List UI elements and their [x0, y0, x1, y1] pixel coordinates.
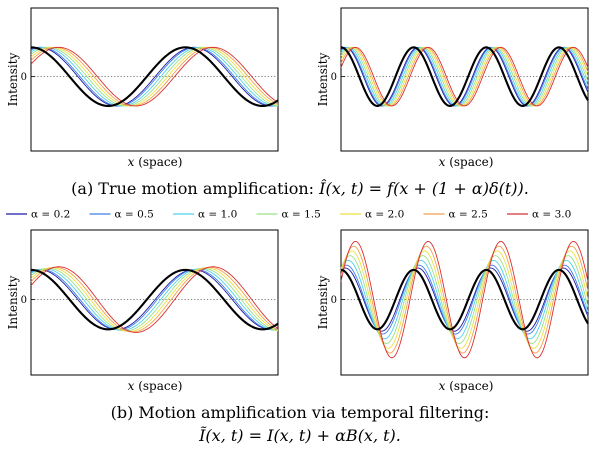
series-line-4 [30, 267, 279, 332]
y-tick-label: 0 [21, 295, 27, 306]
original-signal-line [30, 46, 279, 108]
original-signal-line [340, 268, 589, 331]
y-tick-label: 0 [331, 295, 337, 306]
legend-label: α = 2.0 [365, 209, 404, 221]
legend-label: α = 2.5 [449, 209, 488, 221]
y-axis-label: Intensity [316, 275, 330, 329]
series-line-1 [340, 46, 589, 107]
legend-label: α = 0.5 [115, 209, 154, 221]
caption-a: (a) True motion amplification: Î(x, t) =… [71, 178, 529, 198]
plot-frame [340, 229, 589, 376]
plot-frame [30, 7, 279, 152]
caption-a-formula: Î(x, t) = f(x + (1 + α)δ(t)). [318, 178, 529, 198]
series-line-6 [30, 266, 279, 333]
series-line-5 [30, 46, 279, 107]
legend-label: α = 3.0 [532, 209, 571, 221]
x-axis-label: x (space) [128, 155, 183, 169]
series-line-1 [340, 264, 589, 335]
series-line-0 [30, 269, 279, 330]
y-tick-label: 0 [21, 72, 27, 83]
y-axis-label: Intensity [316, 52, 330, 106]
series-line-0 [340, 267, 589, 332]
series-line-5 [340, 245, 589, 354]
series-line-6 [340, 240, 589, 359]
caption-b-line1: (b) Motion amplification via temporal fi… [111, 403, 490, 422]
plot-frame [30, 229, 279, 376]
original-signal-line [30, 268, 279, 331]
series-line-1 [30, 268, 279, 331]
series-line-3 [30, 46, 279, 107]
series-line-1 [30, 46, 279, 107]
x-axis-label: x (space) [439, 379, 494, 393]
legend-label: α = 1.0 [198, 209, 237, 221]
original-signal-line [340, 46, 589, 107]
y-axis-label: Intensity [6, 275, 20, 329]
series-line-5 [30, 266, 279, 333]
legend-label: α = 0.2 [31, 209, 70, 221]
series-line-2 [30, 268, 279, 331]
series-line-6 [30, 46, 279, 107]
series-line-4 [30, 46, 279, 107]
y-axis-label: Intensity [6, 52, 20, 106]
series-line-6 [340, 46, 589, 107]
legend: α = 0.2 α = 0.5 α = 1.0 α = 1.5 α = 2.0 α = 2… [6, 209, 571, 221]
series-line-2 [340, 46, 589, 107]
legend-label: α = 1.5 [282, 209, 321, 221]
x-axis-label: x (space) [128, 379, 183, 393]
series-line-2 [30, 46, 279, 107]
x-axis-label: x (space) [439, 155, 494, 169]
y-tick-label: 0 [331, 72, 337, 83]
series-line-3 [30, 267, 279, 332]
series-line-0 [30, 46, 279, 107]
caption-a-prefix: (a) True motion amplification: [71, 179, 319, 198]
plot-frame [340, 7, 589, 152]
caption-b-line2: Ĩ(x, t) = I(x, t) + αB(x, t). [198, 425, 401, 445]
